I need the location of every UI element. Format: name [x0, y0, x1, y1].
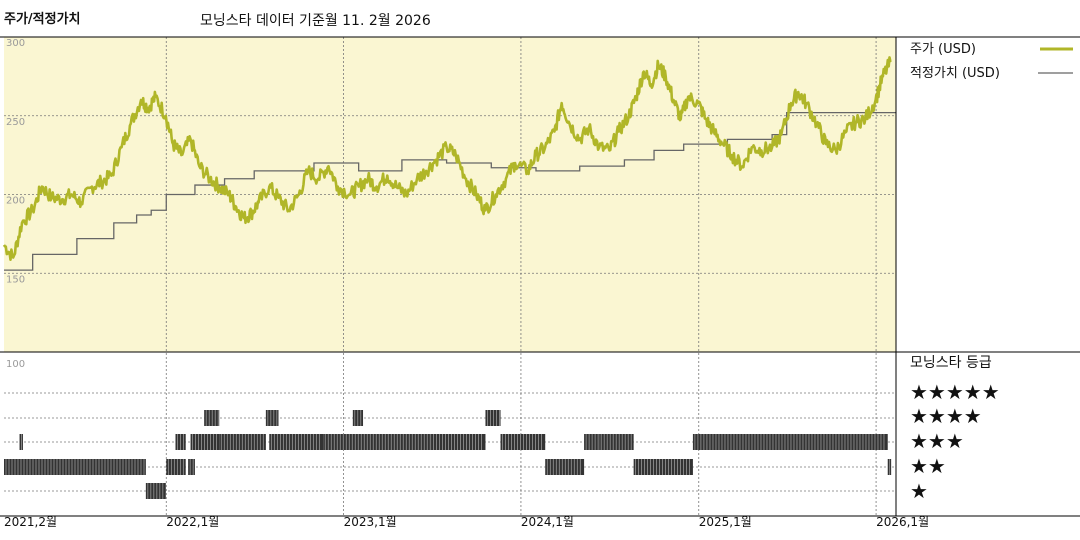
- rating-segment: [175, 434, 186, 450]
- rating-segment: [545, 459, 585, 475]
- x-axis: 2021,2월 2022,1월 2023,1월 2024,1월 2025,1월 2026,…: [4, 515, 929, 529]
- rating-bar: [269, 434, 324, 450]
- rating-legend-1-star: ★: [910, 479, 928, 503]
- fair-value-line: [4, 111, 896, 271]
- rating-segment: [145, 483, 166, 499]
- rating-segment: [707, 434, 888, 450]
- rating-panel: 100: [4, 359, 896, 499]
- y-tick-label: 300: [6, 38, 25, 49]
- rating-segment: [204, 410, 220, 426]
- rating-bar: [707, 434, 888, 450]
- rating-y-tick-label: 100: [6, 359, 25, 370]
- rating-bar: [188, 459, 195, 475]
- rating-legend-4-stars: ★★★★: [910, 404, 982, 428]
- rating-segment: [265, 410, 279, 426]
- rating-bar: [166, 459, 186, 475]
- rating-bar: [265, 410, 279, 426]
- legend: 주가 (USD) 적정가치 (USD) 모닝스타 등급 ★★★★★ ★★★★ ★…: [910, 42, 1073, 503]
- x-tick-label: 2024,1월: [521, 515, 574, 529]
- rating-legend-title: 모닝스타 등급: [910, 355, 992, 371]
- price-panel: 300 250 200 150: [2, 36, 896, 516]
- rating-segment: [166, 459, 186, 475]
- rating-bar: [219, 434, 266, 450]
- rating-bar: [323, 434, 432, 450]
- rating-legend-5-stars: ★★★★★: [910, 380, 1000, 404]
- legend-price-label: 주가 (USD): [910, 42, 976, 57]
- rating-segment: [500, 434, 546, 450]
- rating-segment: [485, 410, 501, 426]
- rating-segment: [219, 434, 266, 450]
- y-tick-label: 250: [6, 117, 25, 128]
- rating-segment: [431, 434, 486, 450]
- rating-segment: [599, 434, 634, 450]
- y-tick-label: 150: [6, 274, 25, 285]
- rating-segment: [323, 434, 432, 450]
- chart-subtitle: 모닝스타 데이터 기준월 11. 2월 2026: [200, 13, 431, 29]
- x-tick-label: 2025,1월: [699, 515, 752, 529]
- y-tick-label: 200: [6, 196, 25, 207]
- x-tick-label: 2021,2월: [4, 515, 57, 529]
- rating-bar: [545, 459, 585, 475]
- x-tick-label: 2023,1월: [344, 515, 397, 529]
- rating-segment: [692, 434, 708, 450]
- rating-segment: [352, 410, 364, 426]
- rating-legend-2-stars: ★★: [910, 454, 946, 478]
- chart-title: 주가/적정가치: [4, 12, 81, 27]
- rating-segment: [4, 459, 146, 475]
- price-line: [2, 56, 892, 262]
- legend-fair-value-label: 적정가치 (USD): [910, 66, 1000, 81]
- rating-bar: [190, 434, 220, 450]
- rating-legend-3-stars: ★★★: [910, 429, 964, 453]
- rating-bar: [431, 434, 486, 450]
- rating-segment: [887, 459, 892, 475]
- rating-segment: [584, 434, 600, 450]
- rating-segment: [188, 459, 195, 475]
- x-tick-label: 2022,1월: [166, 515, 219, 529]
- x-tick-label: 2026,1월: [876, 515, 929, 529]
- rating-segment: [633, 459, 693, 475]
- rating-segment: [19, 434, 23, 450]
- rating-bar: [633, 459, 693, 475]
- rating-segment: [269, 434, 324, 450]
- rating-segment: [190, 434, 220, 450]
